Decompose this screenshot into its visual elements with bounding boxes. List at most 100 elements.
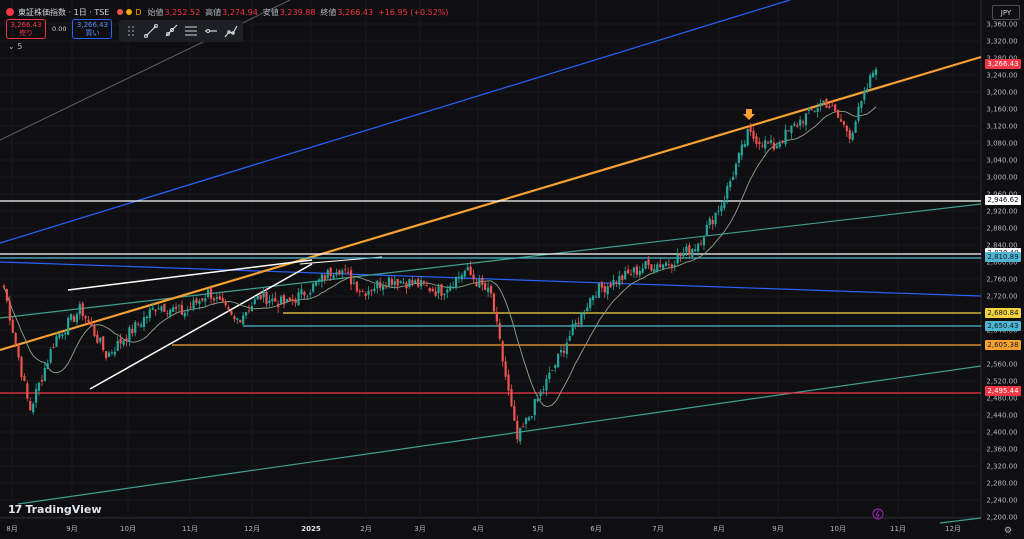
candle-body[interactable] — [469, 266, 472, 276]
settings-gear-icon[interactable]: ⚙ — [1004, 526, 1013, 536]
candle-body[interactable] — [769, 140, 773, 143]
candle-body[interactable] — [472, 274, 475, 280]
candle-body[interactable] — [702, 237, 706, 246]
candle-body[interactable] — [548, 372, 551, 380]
candle-body[interactable] — [393, 281, 396, 285]
candle-body[interactable] — [597, 283, 601, 298]
candle-body[interactable] — [784, 129, 787, 145]
candle-body[interactable] — [457, 276, 461, 278]
candle-body[interactable] — [799, 119, 802, 126]
candle-body[interactable] — [46, 363, 49, 369]
candle-body[interactable] — [831, 105, 834, 107]
candle-body[interactable] — [341, 270, 344, 275]
candle-body[interactable] — [11, 319, 14, 333]
candle-body[interactable] — [711, 220, 714, 225]
price-level-label[interactable]: 2,495.44 — [985, 386, 1021, 397]
candle-body[interactable] — [688, 245, 691, 255]
candle-body[interactable] — [425, 284, 428, 286]
price-level-label[interactable]: 2,946.62 — [985, 194, 1021, 205]
candle-body[interactable] — [463, 270, 466, 277]
candle-body[interactable] — [139, 324, 143, 327]
candle-body[interactable] — [714, 212, 717, 225]
candle-body[interactable] — [644, 261, 647, 269]
candle-body[interactable] — [332, 275, 335, 279]
candle-body[interactable] — [504, 361, 507, 377]
candle-body[interactable] — [443, 293, 446, 295]
candle-body[interactable] — [189, 307, 192, 308]
candle-body[interactable] — [810, 109, 813, 111]
candle-body[interactable] — [729, 181, 732, 188]
orange-arrow-marker[interactable] — [743, 109, 755, 120]
candle-body[interactable] — [682, 252, 685, 257]
candle-body[interactable] — [766, 142, 770, 144]
candle-body[interactable] — [647, 259, 650, 265]
candle-body[interactable] — [128, 327, 131, 342]
candle-body[interactable] — [848, 130, 851, 139]
candle-body[interactable] — [629, 274, 633, 275]
candle-body[interactable] — [869, 75, 872, 88]
candle-body[interactable] — [177, 305, 181, 307]
candle-body[interactable] — [679, 253, 682, 257]
candle-body[interactable] — [314, 281, 318, 286]
candle-body[interactable] — [256, 295, 259, 300]
candle-body[interactable] — [422, 281, 426, 284]
candle-body[interactable] — [382, 286, 385, 290]
buy-button[interactable]: 3,266.43 買い — [72, 19, 113, 39]
candle-body[interactable] — [218, 296, 221, 300]
white-wedge-upper[interactable] — [67, 259, 313, 291]
candle-body[interactable] — [116, 340, 119, 351]
candle-body[interactable] — [26, 383, 29, 399]
candle-body[interactable] — [659, 264, 662, 267]
candle-body[interactable] — [495, 311, 498, 322]
candle-body[interactable] — [787, 130, 790, 132]
candle-body[interactable] — [358, 290, 361, 292]
candle-body[interactable] — [323, 275, 326, 281]
candle-body[interactable] — [303, 291, 306, 296]
candle-body[interactable] — [20, 357, 23, 377]
candle-body[interactable] — [834, 104, 837, 112]
candle-body[interactable] — [224, 301, 227, 306]
candle-body[interactable] — [664, 262, 668, 267]
candle-body[interactable] — [119, 338, 122, 344]
candle-body[interactable] — [778, 143, 781, 147]
candle-body[interactable] — [122, 340, 125, 345]
candle-body[interactable] — [69, 314, 73, 320]
blue-lower-trendline[interactable] — [0, 261, 982, 297]
candle-body[interactable] — [361, 290, 364, 292]
candle-body[interactable] — [364, 293, 367, 297]
price-level-label[interactable]: 2,650.43 — [985, 320, 1021, 331]
candle-body[interactable] — [449, 285, 452, 291]
candle-body[interactable] — [309, 292, 312, 295]
candle-body[interactable] — [694, 249, 697, 252]
candle-body[interactable] — [586, 307, 589, 312]
price-level-label[interactable]: 2,605.38 — [985, 339, 1021, 350]
candle-body[interactable] — [592, 295, 595, 301]
candle-body[interactable] — [726, 185, 729, 199]
candle-body[interactable] — [154, 309, 157, 312]
candle-body[interactable] — [510, 388, 513, 406]
candle-body[interactable] — [180, 304, 183, 315]
candle-body[interactable] — [697, 243, 700, 252]
candle-body[interactable] — [390, 279, 393, 285]
path-icon[interactable] — [224, 24, 238, 38]
candle-body[interactable] — [32, 403, 35, 413]
candle-body[interactable] — [717, 211, 720, 213]
candle-body[interactable] — [662, 264, 665, 269]
candle-body[interactable] — [723, 200, 726, 209]
candle-body[interactable] — [609, 283, 612, 288]
candle-body[interactable] — [440, 284, 443, 296]
candle-body[interactable] — [749, 126, 752, 133]
indicators-toggle[interactable]: ⌄ 5 — [8, 42, 23, 51]
candle-body[interactable] — [84, 316, 87, 319]
ray-icon[interactable] — [164, 24, 178, 38]
candle-body[interactable] — [793, 123, 796, 126]
blue-upper-trendline[interactable] — [0, 0, 791, 244]
candle-body[interactable] — [507, 374, 510, 391]
candle-body[interactable] — [857, 106, 860, 121]
candle-body[interactable] — [387, 277, 391, 287]
candle-body[interactable] — [396, 279, 399, 286]
candle-body[interactable] — [758, 141, 761, 144]
candle-body[interactable] — [212, 298, 216, 301]
candle-body[interactable] — [781, 141, 784, 143]
candle-body[interactable] — [734, 164, 738, 176]
